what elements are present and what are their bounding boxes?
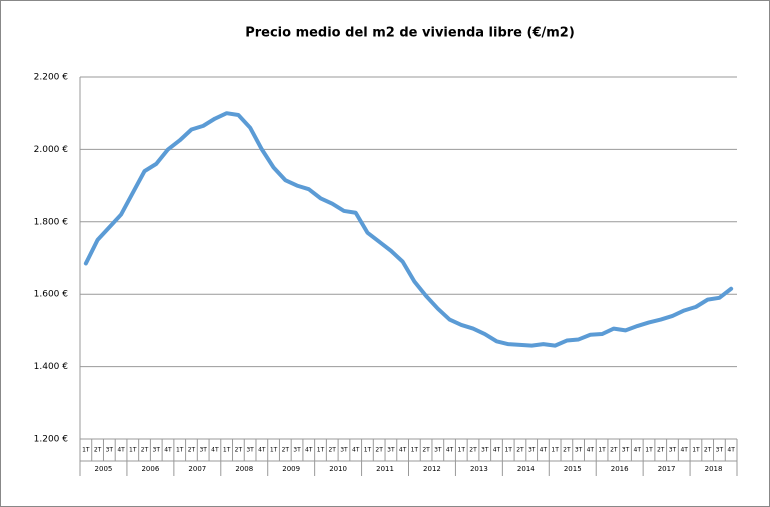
x-tick-label: 1T (82, 447, 90, 454)
x-tick-label: 4T (164, 447, 172, 454)
x-tick-label: 4T (493, 447, 501, 454)
x-tick-label: 1T (270, 447, 278, 454)
x-tick-label: 2T (188, 447, 196, 454)
x-tick-label: 2T (235, 447, 243, 454)
x-tick-label: 4T (258, 447, 266, 454)
x-group-label: 2008 (235, 465, 253, 473)
x-group-label: 2018 (705, 465, 723, 473)
x-group-label: 2007 (188, 465, 206, 473)
x-tick-label: 1T (364, 447, 372, 454)
x-tick-label: 2T (516, 447, 524, 454)
x-tick-label: 3T (528, 447, 536, 454)
x-tick-label: 1T (129, 447, 137, 454)
x-tick-label: 2T (704, 447, 712, 454)
x-group-label: 2005 (95, 465, 113, 473)
x-tick-label: 2T (94, 447, 102, 454)
x-tick-label: 3T (481, 447, 489, 454)
x-group-label: 2006 (141, 465, 159, 473)
x-tick-label: 1T (411, 447, 419, 454)
chart-title: Precio medio del m2 de vivienda libre (€… (245, 26, 575, 41)
y-tick-label: 1.200 € (34, 435, 69, 445)
x-tick-label: 1T (317, 447, 325, 454)
x-tick-label: 4T (540, 447, 548, 454)
x-group-label: 2015 (564, 465, 582, 473)
x-tick-label: 4T (680, 447, 688, 454)
x-tick-label: 1T (223, 447, 231, 454)
x-tick-label: 3T (716, 447, 724, 454)
x-tick-label: 3T (669, 447, 677, 454)
x-tick-label: 1T (458, 447, 466, 454)
x-tick-label: 4T (727, 447, 735, 454)
x-group-label: 2012 (423, 465, 441, 473)
x-tick-label: 3T (246, 447, 254, 454)
x-tick-label: 2T (282, 447, 290, 454)
x-tick-label: 3T (622, 447, 630, 454)
x-tick-label: 1T (645, 447, 653, 454)
x-tick-label: 1T (176, 447, 184, 454)
x-tick-label: 4T (211, 447, 219, 454)
y-tick-label: 1.600 € (34, 290, 69, 300)
x-tick-label: 3T (199, 447, 207, 454)
x-tick-label: 3T (340, 447, 348, 454)
x-tick-label: 1T (504, 447, 512, 454)
x-group-label: 2009 (282, 465, 300, 473)
x-tick-label: 2T (469, 447, 477, 454)
x-group-label: 2011 (376, 465, 394, 473)
x-tick-label: 3T (434, 447, 442, 454)
x-tick-label: 4T (446, 447, 454, 454)
x-tick-label: 3T (575, 447, 583, 454)
x-tick-label: 2T (328, 447, 336, 454)
y-tick-label: 1.800 € (34, 217, 69, 227)
x-group-label: 2013 (470, 465, 488, 473)
x-tick-label: 4T (352, 447, 360, 454)
x-tick-label: 3T (387, 447, 395, 454)
x-tick-label: 2T (375, 447, 383, 454)
x-tick-label: 1T (692, 447, 700, 454)
x-tick-label: 1T (598, 447, 606, 454)
x-tick-label: 4T (587, 447, 595, 454)
x-tick-label: 2T (563, 447, 571, 454)
x-tick-label: 4T (399, 447, 407, 454)
x-tick-label: 2T (422, 447, 430, 454)
line (83, 111, 734, 348)
x-tick-label: 3T (106, 447, 114, 454)
y-tick-label: 2.000 € (34, 145, 69, 155)
x-tick-label: 4T (117, 447, 125, 454)
x-group-label: 2010 (329, 465, 347, 473)
x-group-label: 2014 (517, 465, 535, 473)
x-tick-label: 2T (141, 447, 149, 454)
x-tick-label: 3T (293, 447, 301, 454)
x-tick-label: 3T (153, 447, 161, 454)
x-group-label: 2017 (658, 465, 676, 473)
x-tick-label: 4T (634, 447, 642, 454)
x-tick-label: 2T (610, 447, 618, 454)
y-tick-label: 1.400 € (34, 362, 69, 372)
x-tick-label: 1T (551, 447, 559, 454)
y-tick-label: 2.200 € (34, 73, 69, 83)
x-group-label: 2016 (611, 465, 629, 473)
x-tick-label: 4T (305, 447, 313, 454)
x-tick-label: 2T (657, 447, 665, 454)
